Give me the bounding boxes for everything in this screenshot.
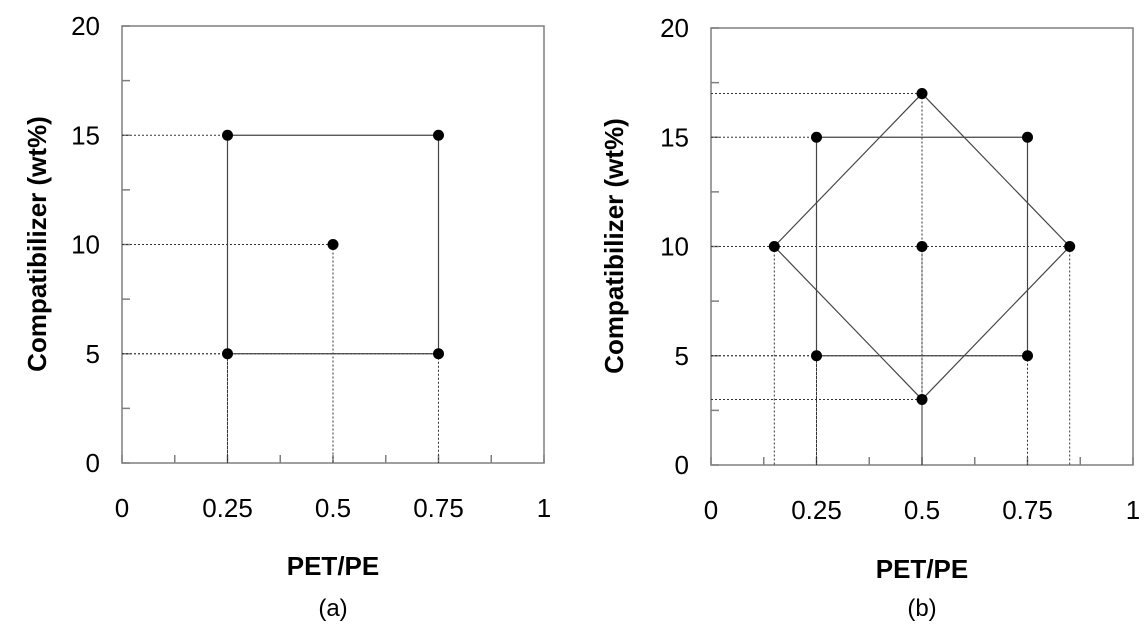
y-tick-label: 5 — [675, 341, 689, 371]
data-point — [327, 239, 339, 250]
data-point — [222, 129, 233, 141]
panel-label: (a) — [318, 595, 347, 622]
y-tick-label: 5 — [86, 339, 100, 369]
data-point — [433, 129, 444, 141]
data-point — [1022, 350, 1033, 362]
y-tick-label: 20 — [660, 13, 689, 43]
y-tick-label: 0 — [86, 448, 100, 478]
x-tick-label: 0.25 — [202, 493, 253, 523]
data-point — [1064, 241, 1076, 252]
data-point — [768, 241, 780, 252]
data-point — [433, 348, 444, 360]
x-axis-label: PET/PE — [287, 551, 379, 581]
y-tick-label: 15 — [660, 122, 689, 152]
x-tick-label: 0.25 — [791, 495, 842, 525]
x-tick-label: 1 — [537, 493, 551, 523]
x-tick-label: 0 — [115, 493, 129, 523]
y-tick-label: 20 — [71, 11, 100, 41]
data-point — [916, 241, 928, 252]
y-tick-label: 10 — [660, 232, 689, 262]
x-axis-label: PET/PE — [876, 554, 968, 584]
x-tick-label: 0.75 — [1002, 495, 1053, 525]
y-axis-label: Compatibilizer (wt%) — [22, 116, 52, 372]
data-point — [811, 131, 822, 143]
data-point — [1022, 131, 1033, 143]
x-tick-label: 0.75 — [413, 493, 464, 523]
y-tick-label: 15 — [71, 120, 100, 150]
y-axis-label: Compatibilizer (wt%) — [599, 118, 629, 374]
data-point — [222, 348, 233, 360]
x-tick-label: 1 — [1126, 495, 1140, 525]
data-point — [916, 393, 928, 405]
panel-label: (b) — [907, 595, 936, 622]
data-point — [916, 88, 928, 100]
x-tick-label: 0.5 — [315, 493, 351, 523]
y-tick-label: 10 — [71, 230, 100, 260]
data-point — [811, 350, 822, 362]
y-tick-label: 0 — [675, 450, 689, 480]
x-tick-label: 0 — [704, 495, 718, 525]
x-tick-label: 0.5 — [904, 495, 940, 525]
